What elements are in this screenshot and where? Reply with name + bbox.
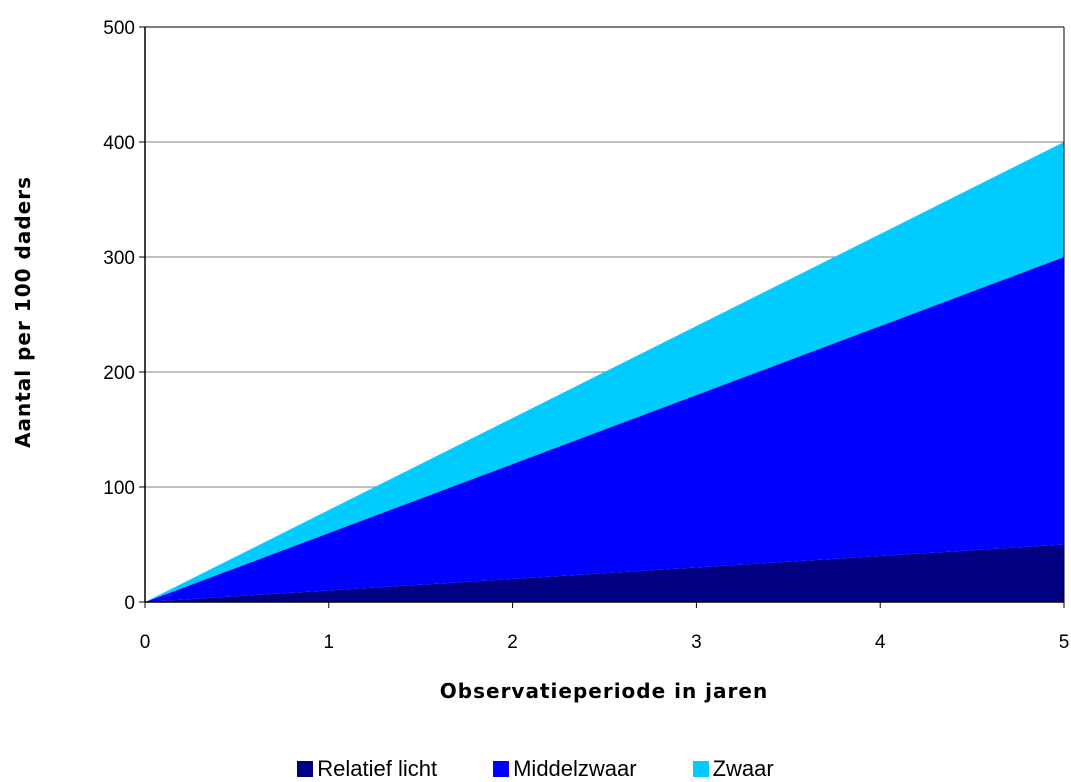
legend-label-2: Middelzwaar: [513, 756, 637, 781]
x-tick-label-4: 4: [875, 632, 886, 653]
x-tick-label-0: 0: [140, 632, 151, 653]
y-axis-title: Aantal per 100 daders: [11, 176, 35, 448]
y-tick-label-5: 500: [103, 18, 135, 39]
legend-label-1: Relatief licht: [317, 756, 438, 781]
legend: Relatief licht Middelzwaar Zwaar: [0, 756, 1071, 782]
x-tick-label-2: 2: [507, 632, 518, 653]
y-tick-label-3: 300: [103, 248, 135, 269]
x-tick-label-3: 3: [691, 632, 702, 653]
x-axis-title: Observatieperiode in jaren: [440, 679, 768, 703]
legend-swatch-3: [692, 761, 709, 777]
y-tick-label-4: 400: [103, 133, 135, 154]
area-series-3: [145, 142, 1064, 602]
legend-item-1: Relatief licht: [297, 756, 437, 782]
legend-swatch-2: [493, 761, 510, 777]
area-chart: 0 100 200 300 400 500 0 1 2 3 4 5 Aantal per 100 da…: [11, 18, 1069, 703]
y-tick-label-0: 0: [124, 593, 135, 614]
legend-item-3: Zwaar: [692, 756, 774, 782]
y-tick-label-1: 100: [103, 478, 135, 499]
x-tick-label-5: 5: [1059, 632, 1070, 653]
legend-swatch-1: [297, 761, 314, 777]
plot-area: 0 100 200 300 400 500 0 1 2 3 4 5: [103, 18, 1069, 653]
x-tick-label-1: 1: [324, 632, 335, 653]
legend-label-3: Zwaar: [712, 756, 774, 781]
y-tick-label-2: 200: [103, 363, 135, 384]
legend-item-2: Middelzwaar: [493, 756, 637, 782]
